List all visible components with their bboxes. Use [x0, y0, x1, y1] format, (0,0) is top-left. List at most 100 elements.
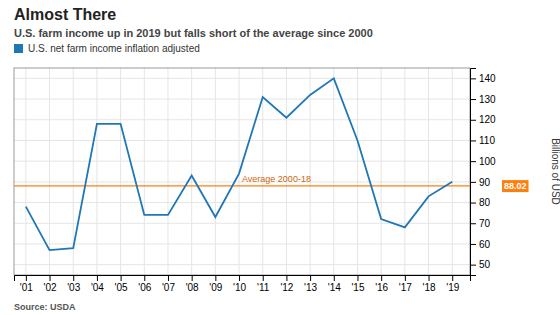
- x-tick-label: '16: [375, 282, 388, 293]
- x-tick: '12: [280, 275, 293, 293]
- grid-line-y: [14, 223, 470, 224]
- x-tick-label: '18: [423, 282, 436, 293]
- x-tick-label: '03: [67, 282, 80, 293]
- average-value-label: 88.02: [504, 181, 527, 191]
- x-tick: '04: [91, 275, 104, 293]
- annotations: Average 2000-18 88.02: [242, 174, 529, 192]
- x-tick: '03: [67, 275, 80, 293]
- y-tick: 50: [470, 259, 491, 270]
- y-tick-mark: [470, 223, 476, 224]
- grid-line-y: [14, 140, 470, 141]
- grid-line-x: [452, 68, 453, 275]
- grid-line-y: [14, 78, 470, 79]
- y-tick-label: 70: [479, 218, 491, 229]
- y-tick-label: 100: [479, 156, 496, 167]
- title: Almost There: [14, 6, 116, 23]
- y-tick-label: 120: [479, 114, 496, 125]
- x-tick: '14: [328, 275, 341, 293]
- grid-line-x: [49, 68, 50, 275]
- x-tick-mark: [405, 275, 406, 281]
- x-tick-mark: [97, 275, 98, 281]
- x-tick-label: '19: [446, 282, 459, 293]
- x-tick-mark: [144, 275, 145, 281]
- x-tick: '11: [257, 275, 270, 293]
- source: Source: USDA: [14, 302, 76, 312]
- grid-line-x: [286, 68, 287, 275]
- x-tick-mark: [429, 275, 430, 281]
- grid-line-x: [191, 68, 192, 275]
- y-axis-title: Billions of USD: [550, 138, 560, 205]
- x-tick: '05: [115, 275, 128, 293]
- x-tick-mark: [73, 275, 74, 281]
- x-tick: '15: [351, 275, 364, 293]
- grid-line-y: [14, 99, 470, 100]
- x-tick-mark: [286, 275, 287, 281]
- x-tick-mark: [121, 275, 122, 281]
- x-tick-label: '06: [138, 282, 151, 293]
- grid-line-x: [357, 68, 358, 275]
- x-tick-mark: [310, 275, 311, 281]
- y-tick: 130: [470, 94, 496, 105]
- y-tick: 70: [470, 218, 491, 229]
- y-tick-label: 110: [479, 135, 495, 146]
- y-tick-label: 140: [479, 73, 496, 84]
- y-tick-mark: [470, 203, 476, 204]
- y-tick-mark: [470, 78, 476, 79]
- x-tick-label: '14: [328, 282, 341, 293]
- x-tick-mark: [452, 275, 453, 281]
- y-tick-mark: [470, 244, 476, 245]
- x-tick: '02: [44, 275, 57, 293]
- average-box-bg: [502, 180, 529, 192]
- y-tick-label: 50: [479, 259, 491, 270]
- x-tick: '17: [399, 275, 412, 293]
- x-tick: '06: [138, 275, 151, 293]
- x-tick-mark: [239, 275, 240, 281]
- x-tick: '16: [375, 275, 388, 293]
- plot-area: '01'02'03'04'05'06'07'08'09'10'11'12'13'…: [14, 68, 529, 293]
- average-label: Average 2000-18: [242, 174, 311, 184]
- grid-line-x: [25, 68, 26, 275]
- grid-line-y: [14, 264, 470, 265]
- legend: U.S. net farm income inflation adjusted: [14, 43, 200, 54]
- x-tick: '13: [304, 275, 317, 293]
- grid-line-x: [167, 68, 168, 275]
- x-tick-mark: [263, 275, 264, 281]
- x-tick-label: '04: [91, 282, 104, 293]
- y-tick-mark: [470, 265, 476, 266]
- marks: [14, 78, 470, 250]
- y-tick: 110: [470, 135, 495, 146]
- x-tick-label: '10: [233, 282, 246, 293]
- grid-line-y: [14, 119, 470, 120]
- x-tick-label: '11: [257, 282, 270, 293]
- x-tick-label: '05: [115, 282, 128, 293]
- grid-line-y: [14, 243, 470, 244]
- grid-line-x: [96, 68, 97, 275]
- y-tick-mark: [470, 99, 476, 100]
- x-axis: '01'02'03'04'05'06'07'08'09'10'11'12'13'…: [15, 275, 471, 293]
- x-tick: '18: [423, 275, 436, 293]
- y-tick: 90: [470, 177, 491, 188]
- chart-svg: Almost ThereU.S. farm income up in 2019 …: [0, 0, 560, 315]
- x-tick: '10: [233, 275, 246, 293]
- legend-swatch: [14, 44, 23, 53]
- average-line: [14, 185, 470, 186]
- grid-line-x: [215, 68, 216, 275]
- x-axis-line: [15, 276, 471, 282]
- y-tick: 60: [470, 239, 491, 250]
- y-tick-mark: [470, 120, 476, 121]
- x-tick-label: '09: [209, 282, 222, 293]
- grid-line-x: [120, 68, 121, 275]
- grid-line-x: [144, 68, 145, 275]
- legend-label: U.S. net farm income inflation adjusted: [28, 43, 200, 54]
- y-tick-label: 130: [479, 94, 496, 105]
- x-tick-mark: [168, 275, 169, 281]
- grid-line-x: [428, 68, 429, 275]
- x-tick-label: '08: [186, 282, 199, 293]
- x-tick-mark: [26, 275, 27, 281]
- chart-container: Almost ThereU.S. farm income up in 2019 …: [0, 0, 560, 315]
- x-tick-label: '15: [351, 282, 364, 293]
- x-tick-mark: [192, 275, 193, 281]
- x-tick-label: '07: [162, 282, 175, 293]
- y-tick: 80: [470, 197, 491, 208]
- y-tick-label: 60: [479, 239, 491, 250]
